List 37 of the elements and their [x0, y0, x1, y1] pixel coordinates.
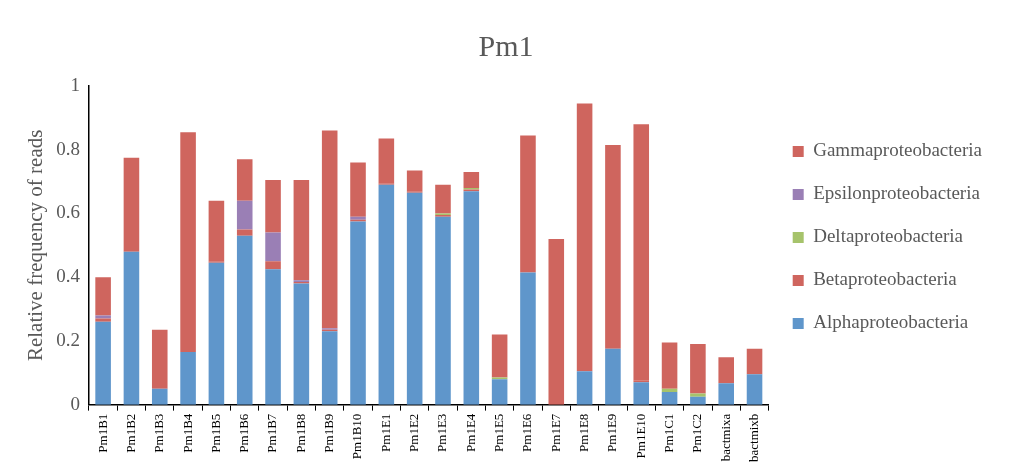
- x-tick-label: Pm1B3: [151, 413, 167, 453]
- chart-title: Pm1: [478, 28, 534, 62]
- x-tick-label: Pm1C2: [689, 413, 705, 453]
- x-tick-label: Pm1E4: [462, 413, 478, 452]
- x-tick-label: Pm1B1: [94, 413, 110, 453]
- x-tick-label: Pm1B5: [207, 413, 223, 453]
- y-tick-label: 0.2: [56, 328, 80, 350]
- x-tick-label: Pm1B10: [349, 413, 365, 460]
- y-tick-label: 1: [70, 73, 80, 95]
- x-tick-label: Pm1B4: [179, 413, 195, 453]
- y-tick-label: 0.6: [56, 201, 80, 223]
- legend-label: Deltaproteobacteria: [813, 225, 964, 247]
- x-tick-label: Pm1E3: [434, 413, 450, 452]
- y-axis-title: Relative frequency of reads: [23, 129, 48, 362]
- x-tick-label: Pm1E6: [519, 413, 535, 452]
- x-tick-label: Pm1B6: [236, 413, 252, 453]
- x-tick-label: Pm1E7: [547, 413, 563, 452]
- x-tick-label: Pm1E1: [377, 413, 393, 452]
- x-tick-label: Pm1B2: [122, 413, 138, 453]
- y-tick-label: 0: [70, 392, 80, 414]
- y-tick-label: 0.4: [56, 265, 81, 287]
- legend-label: Alphaproteobacteria: [813, 311, 969, 333]
- x-tick-label: Pm1C1: [660, 413, 676, 453]
- x-tick-label: Pm1E9: [604, 413, 620, 452]
- legend-label: Gammaproteobacteria: [813, 139, 983, 161]
- x-tick-label: Pm1E10: [632, 413, 648, 459]
- x-tick-label: bactmixb: [745, 413, 761, 463]
- x-tick-label: Pm1B8: [292, 413, 308, 453]
- y-tick-label: 0.8: [56, 137, 80, 159]
- x-tick-label: Pm1B7: [264, 413, 280, 453]
- x-tick-label: Pm1E8: [576, 413, 592, 452]
- x-tick-label: Pm1B9: [321, 413, 337, 453]
- x-tick-label: Pm1E5: [491, 413, 507, 452]
- x-tick-label: bactmixa: [717, 413, 733, 462]
- legend-label: Epsilonproteobacteria: [813, 182, 981, 204]
- legend-label: Betaproteobacteria: [813, 268, 958, 290]
- x-tick-label: Pm1E2: [406, 413, 422, 452]
